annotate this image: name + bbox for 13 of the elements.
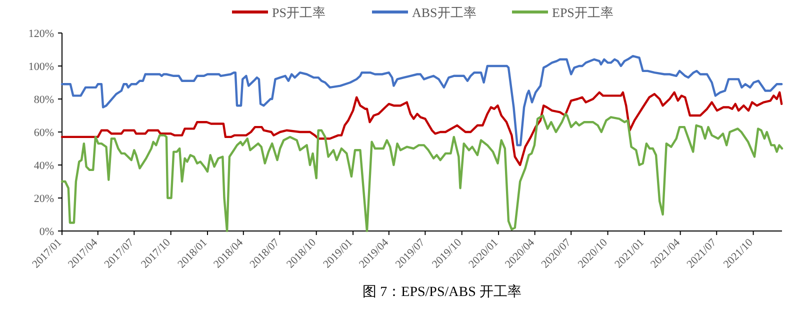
legend-label: EPS开工率 <box>552 5 614 20</box>
text: 图 7：EPS/PS/ABS 开工率 <box>362 284 522 300</box>
y-tick-label: 20% <box>34 193 54 205</box>
legend-label: PS开工率 <box>272 5 326 20</box>
line-series <box>60 91 783 166</box>
y-tick-label: 40% <box>34 160 54 172</box>
y-tick-label: 80% <box>34 94 54 106</box>
line-series <box>60 55 783 146</box>
legend-label: ABS开工率 <box>412 5 476 20</box>
y-tick-label: 60% <box>34 127 54 139</box>
y-tick-label: 100% <box>28 61 54 73</box>
y-tick-label: 120% <box>28 28 54 40</box>
y-tick-label: 0% <box>39 226 54 238</box>
